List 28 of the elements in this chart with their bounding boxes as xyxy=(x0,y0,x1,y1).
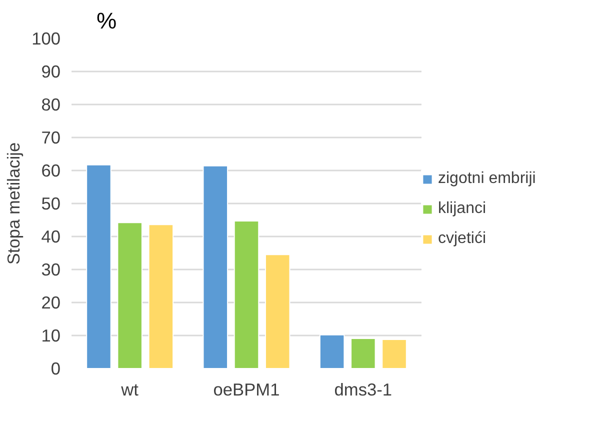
bar xyxy=(350,338,376,368)
bar xyxy=(319,334,345,368)
bar xyxy=(202,165,228,368)
bar xyxy=(117,222,142,368)
x-tick-label: wt xyxy=(120,380,139,400)
x-tick-label: oeBPM1 xyxy=(213,380,280,400)
bar xyxy=(86,164,112,368)
y-tick-label: 10 xyxy=(41,326,61,346)
legend-label: klijanci xyxy=(438,200,486,218)
y-tick-label: 30 xyxy=(41,260,61,280)
legend-label: zigotni embriji xyxy=(438,170,536,188)
y-tick-label: 50 xyxy=(41,194,61,214)
text: % xyxy=(96,8,117,34)
y-tick-label: 70 xyxy=(41,128,61,148)
y-tick-label: 60 xyxy=(41,160,61,180)
x-tick-label: dms3-1 xyxy=(334,380,392,400)
bar xyxy=(264,254,290,368)
y-tick-label: 40 xyxy=(41,226,61,246)
y-tick-label: 0 xyxy=(50,358,61,378)
bar xyxy=(382,338,407,368)
bar xyxy=(148,224,174,368)
y-tick-label: 20 xyxy=(41,292,61,312)
y-axis-title: Stopa metilacije xyxy=(4,142,24,265)
y-tick-label: 100 xyxy=(32,28,61,48)
y-tick-label: 80 xyxy=(41,94,61,114)
legend-label: cvjetići xyxy=(438,230,486,248)
bar xyxy=(234,220,260,368)
y-tick-label: 90 xyxy=(41,62,61,82)
